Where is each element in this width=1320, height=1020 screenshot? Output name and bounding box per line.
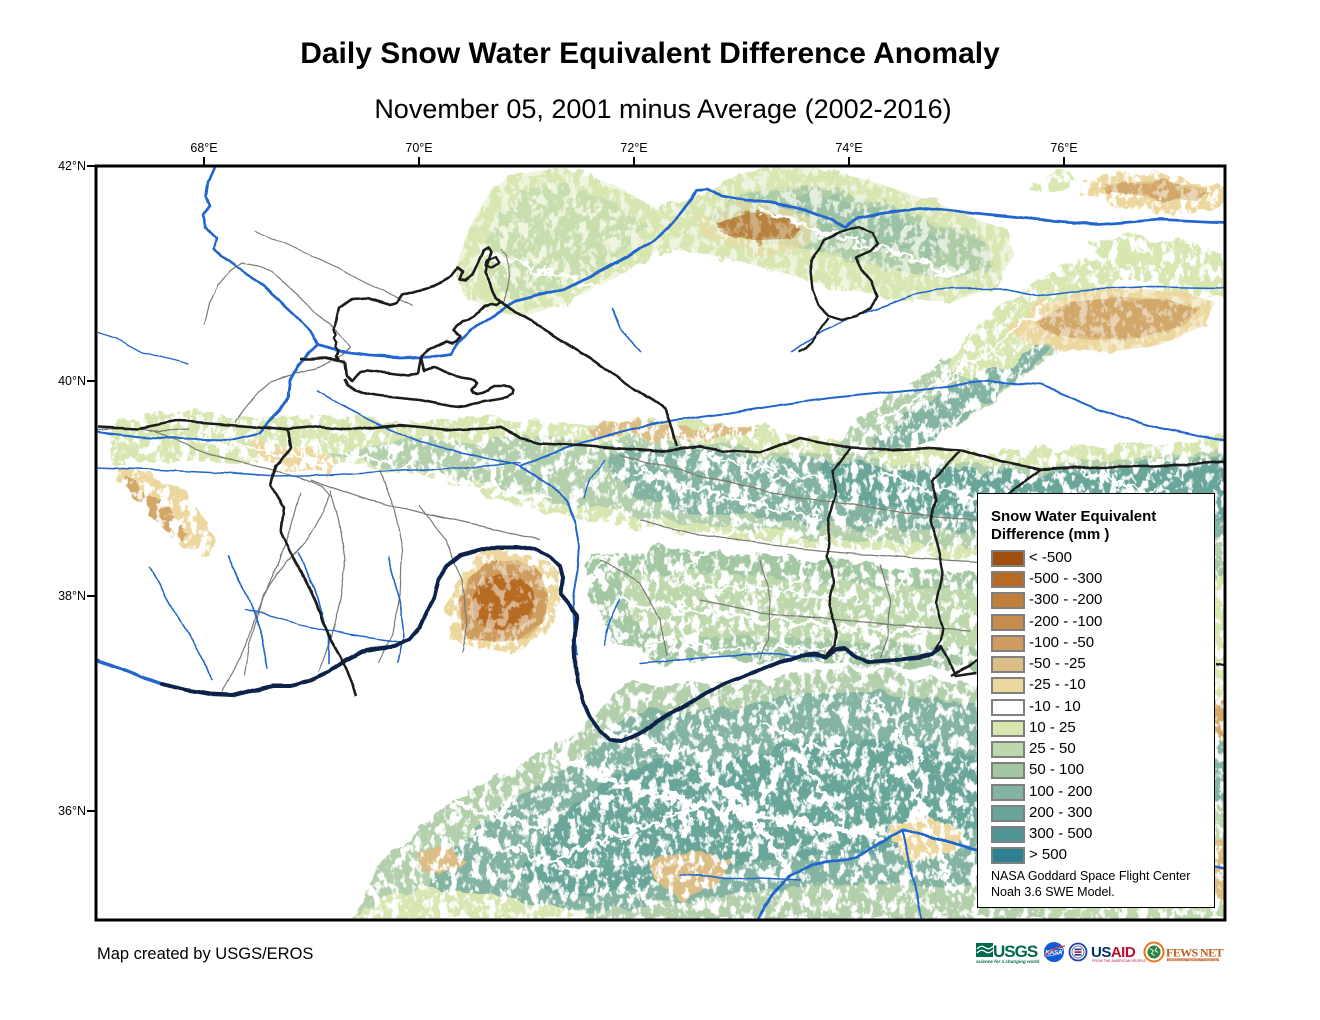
svg-text:FEWS NET: FEWS NET [1166,946,1223,960]
svg-text:science for a changing world: science for a changing world [976,959,1039,964]
svg-text:FAMINE EARLY WARNING SYSTEMS N: FAMINE EARLY WARNING SYSTEMS NETWORK [1168,958,1226,962]
svg-text:USAID: USAID [1091,944,1136,961]
svg-text:NASA: NASA [1045,951,1063,957]
svg-text:USGS: USGS [993,942,1038,961]
svg-text:FROM THE AMERICAN PEOPLE: FROM THE AMERICAN PEOPLE [1092,959,1146,963]
